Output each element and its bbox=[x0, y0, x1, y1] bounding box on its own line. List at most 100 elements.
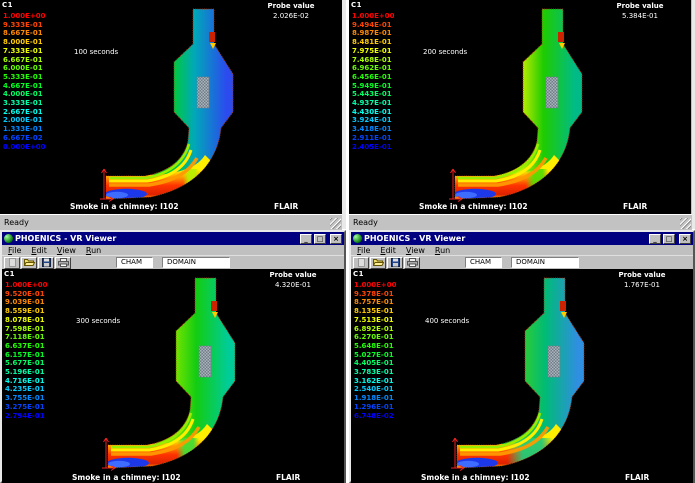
legend-value: 6.667E-02 bbox=[3, 133, 43, 142]
menu-bar: File Edit View Run bbox=[2, 245, 344, 255]
minimize-button[interactable]: _ bbox=[300, 233, 312, 244]
status-text: Ready bbox=[4, 218, 29, 227]
save-icon[interactable] bbox=[38, 256, 54, 269]
minimize-button[interactable]: _ bbox=[649, 233, 661, 244]
save-icon[interactable] bbox=[387, 256, 403, 269]
resize-grip[interactable] bbox=[330, 218, 341, 229]
chimney-outline bbox=[454, 8, 583, 200]
variable-label: C1 bbox=[351, 1, 363, 9]
legend-value: 1.000E+00 bbox=[3, 12, 46, 20]
legend-value: 2.000E-01 bbox=[3, 116, 43, 125]
flair-label: FLAIR bbox=[625, 473, 650, 482]
chimney-plot bbox=[2, 269, 344, 482]
time-label: 100 seconds bbox=[74, 48, 119, 56]
baffle-block bbox=[196, 76, 210, 109]
axis-marker-icon bbox=[451, 437, 465, 471]
case-caption: Smoke in a chimney: I102 bbox=[419, 202, 528, 211]
menu-view[interactable]: View bbox=[405, 245, 425, 255]
cfd-viewport[interactable]: C1 1.000E+00 9.378E-01 8.757E-01 8.135E-01 7… bbox=[351, 269, 693, 483]
legend-value: 5.027E-01 bbox=[354, 350, 394, 359]
title-bar[interactable]: PHOENICS - VR Viewer _ □ × bbox=[2, 232, 344, 245]
legend-value: 6.157E-01 bbox=[5, 350, 45, 359]
legend-value: 1.000E+00 bbox=[5, 281, 48, 289]
chimney-outline bbox=[456, 277, 585, 469]
menu-edit[interactable]: Edit bbox=[380, 245, 396, 255]
menu-edit[interactable]: Edit bbox=[31, 245, 47, 255]
legend-value: 3.333E-01 bbox=[3, 99, 43, 108]
legend-value: 3.783E-01 bbox=[354, 368, 394, 377]
inlet-blue-core bbox=[455, 191, 477, 199]
legend-value: 6.270E-01 bbox=[354, 333, 394, 342]
close-button[interactable]: × bbox=[679, 233, 691, 244]
open-folder-icon[interactable] bbox=[21, 256, 37, 269]
baffle-block bbox=[547, 345, 561, 378]
axis-marker-icon bbox=[100, 168, 114, 202]
new-icon[interactable] bbox=[353, 256, 369, 269]
close-button[interactable]: × bbox=[330, 233, 342, 244]
viewer-window-bottom-right: PHOENICS - VR Viewer _ □ × File Edit Vie… bbox=[349, 230, 695, 483]
legend-value: 5.677E-01 bbox=[5, 359, 45, 368]
probe-value-label: Probe value bbox=[618, 271, 666, 279]
variable-label: C1 bbox=[2, 1, 14, 9]
probe-value-label: Probe value bbox=[269, 271, 317, 279]
app-icon bbox=[4, 234, 13, 243]
toolbar: CHAM DOMAIN bbox=[2, 255, 344, 269]
bend-band-yellow bbox=[458, 149, 542, 183]
legend-value: 6.962E-01 bbox=[352, 64, 392, 73]
legend-value: 8.559E-01 bbox=[5, 307, 45, 316]
legend-value: 1.333E-01 bbox=[3, 125, 43, 134]
legend-value: 8.987E-01 bbox=[352, 29, 392, 38]
menu-file[interactable]: File bbox=[357, 245, 371, 255]
print-icon[interactable] bbox=[55, 256, 71, 269]
print-icon[interactable] bbox=[404, 256, 420, 269]
legend-value: 2.540E-01 bbox=[354, 385, 394, 394]
title-bar[interactable]: PHOENICS - VR Viewer _ □ × bbox=[351, 232, 693, 245]
cfd-viewport[interactable]: C1 1.000E+00 9.494E-01 8.987E-01 8.481E-01 7… bbox=[349, 0, 691, 214]
legend-value: 7.598E-01 bbox=[5, 324, 45, 333]
probe-arrow-icon bbox=[212, 312, 218, 318]
domain-field[interactable]: DOMAIN bbox=[162, 257, 230, 268]
legend-value: 8.757E-01 bbox=[354, 298, 394, 307]
bend-band-orange bbox=[458, 157, 548, 187]
legend-value: 8.135E-01 bbox=[354, 307, 394, 316]
new-icon[interactable] bbox=[4, 256, 20, 269]
legend-value: 7.333E-01 bbox=[3, 46, 43, 55]
viewer-window-top-left: C1 1.000E+00 9.333E-01 8.667E-01 8.000E-01 7… bbox=[0, 0, 346, 230]
maximize-button[interactable]: □ bbox=[314, 233, 326, 244]
menu-run[interactable]: Run bbox=[85, 245, 102, 255]
cham-field[interactable]: CHAM bbox=[116, 257, 153, 268]
menu-view[interactable]: View bbox=[56, 245, 76, 255]
probe-arrow-icon bbox=[210, 43, 216, 49]
chimney-flow-plot bbox=[451, 277, 585, 471]
cfd-viewport[interactable]: C1 1.000E+00 9.520E-01 9.039E-01 8.559E-01 8… bbox=[2, 269, 344, 483]
bend-band-orange bbox=[460, 426, 550, 456]
menu-file[interactable]: File bbox=[8, 245, 22, 255]
maximize-button[interactable]: □ bbox=[663, 233, 675, 244]
legend-value: 6.748E-02 bbox=[354, 411, 394, 420]
chimney-flow-plot bbox=[102, 277, 236, 471]
legend-value: 7.513E-01 bbox=[354, 315, 394, 324]
menu-run[interactable]: Run bbox=[434, 245, 451, 255]
probe-value: 5.384E-01 bbox=[622, 12, 658, 20]
legend-value: 5.333E-01 bbox=[3, 72, 43, 81]
domain-field[interactable]: DOMAIN bbox=[511, 257, 579, 268]
legend-value: 7.468E-01 bbox=[352, 55, 392, 64]
cham-field[interactable]: CHAM bbox=[465, 257, 502, 268]
legend-value: 4.430E-01 bbox=[352, 107, 392, 116]
legend-value: 4.667E-01 bbox=[3, 81, 43, 90]
cfd-viewport[interactable]: C1 1.000E+00 9.333E-01 8.667E-01 8.000E-01 7… bbox=[0, 0, 342, 214]
axis-marker-icon bbox=[102, 437, 116, 471]
bend-band-orange bbox=[109, 157, 199, 187]
legend-value: 5.443E-01 bbox=[352, 90, 392, 99]
probe-arrow-icon bbox=[559, 43, 565, 49]
legend-value: 0.000E+00 bbox=[3, 142, 46, 151]
status-bar: Ready bbox=[0, 214, 342, 230]
color-legend: 1.000E+00 9.494E-01 8.987E-01 8.481E-01 7.97… bbox=[352, 12, 395, 151]
axis-marker-icon bbox=[449, 168, 463, 202]
resize-grip[interactable] bbox=[680, 218, 691, 229]
legend-value: 7.975E-01 bbox=[352, 46, 392, 55]
open-folder-icon[interactable] bbox=[370, 256, 386, 269]
legend-value: 4.405E-01 bbox=[354, 359, 394, 368]
legend-value: 6.892E-01 bbox=[354, 324, 394, 333]
color-legend: 1.000E+00 9.378E-01 8.757E-01 8.135E-01 7.51… bbox=[354, 281, 397, 420]
